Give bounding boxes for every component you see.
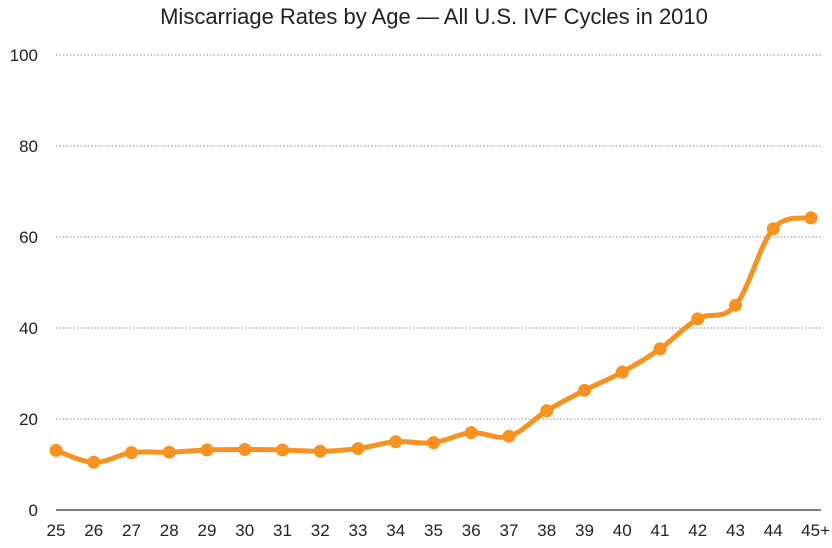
y-tick-label: 60 [19,228,38,247]
x-tick-label: 38 [537,521,556,540]
x-axis-tick-labels: 25 26 27 28 29 30 31 32 33 34 35 36 37 38 39 40 41 42 43 44… [47,521,831,540]
x-tick-label: 25 [47,521,66,540]
data-point-43 [729,298,742,312]
x-tick-label: 40 [613,521,632,540]
x-tick-label: 29 [198,521,217,540]
chart-title: Miscarriage Rates by Age — All U.S. IVF … [160,4,708,29]
x-tick-label: 27 [122,521,141,540]
y-tick-label: 80 [19,137,38,156]
y-tick-label: 20 [19,410,38,429]
x-tick-label: 42 [688,521,707,540]
x-tick-label: 35 [424,521,443,540]
data-point-42 [691,312,705,326]
data-point-27 [125,446,138,460]
data-point-31 [276,443,289,457]
data-point-25 [49,443,63,457]
data-point-35 [427,436,440,450]
y-tick-label: 0 [29,501,38,520]
data-point-37 [502,429,516,443]
x-tick-label: 41 [651,521,670,540]
data-point-33 [351,442,365,456]
x-tick-label: 31 [273,521,292,540]
data-points [49,211,818,469]
series-line [53,215,814,465]
x-tick-label: 32 [311,521,330,540]
x-tick-label: 45+ [801,521,830,540]
x-tick-label: 44 [764,521,783,540]
data-point-26 [87,455,101,469]
data-point-34 [389,435,403,449]
data-point-39 [578,383,591,397]
y-tick-label: 40 [19,319,38,338]
x-tick-label: 39 [575,521,594,540]
data-point-40 [615,365,629,379]
data-point-41 [653,342,667,356]
gridlines [56,54,821,420]
data-point-28 [162,445,176,459]
x-tick-label: 33 [349,521,368,540]
x-tick-label: 36 [462,521,481,540]
data-point-45+ [804,211,818,225]
x-tick-label: 34 [386,521,405,540]
data-point-36 [464,426,478,440]
data-point-32 [313,444,327,458]
data-point-29 [200,443,214,457]
x-tick-label: 37 [500,521,519,540]
y-axis-tick-labels: 0 20 40 60 80 100 [10,46,38,520]
x-tick-label: 28 [160,521,179,540]
x-tick-label: 30 [235,521,254,540]
data-point-38 [540,404,554,418]
data-point-30 [238,442,252,456]
y-tick-label: 100 [10,46,38,65]
x-tick-label: 26 [84,521,103,540]
x-tick-label: 43 [726,521,745,540]
data-point-44 [766,222,780,236]
